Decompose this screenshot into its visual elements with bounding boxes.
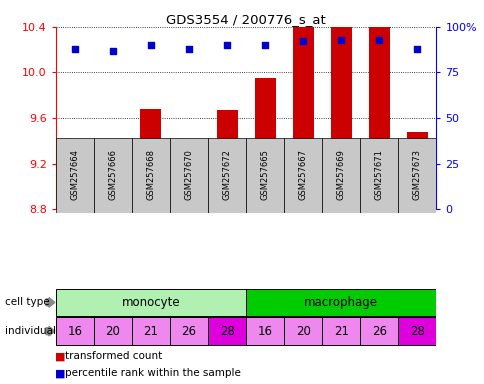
Text: GSM257671: GSM257671 bbox=[374, 149, 383, 200]
Text: 21: 21 bbox=[143, 325, 158, 338]
Bar bbox=[56, 317, 94, 345]
Text: ■: ■ bbox=[55, 351, 66, 361]
Bar bbox=[245, 138, 284, 213]
Bar bbox=[406, 132, 427, 209]
Title: GDS3554 / 200776_s_at: GDS3554 / 200776_s_at bbox=[166, 13, 325, 26]
Bar bbox=[56, 289, 245, 316]
Point bbox=[337, 36, 345, 43]
Bar bbox=[398, 138, 436, 213]
Point bbox=[413, 46, 421, 52]
Bar bbox=[94, 138, 132, 213]
Bar bbox=[132, 138, 170, 213]
Point bbox=[147, 42, 154, 48]
Text: 16: 16 bbox=[67, 325, 82, 338]
Text: 26: 26 bbox=[181, 325, 196, 338]
Bar bbox=[170, 317, 208, 345]
Text: 28: 28 bbox=[219, 325, 234, 338]
Text: macrophage: macrophage bbox=[303, 296, 378, 309]
Text: GSM257668: GSM257668 bbox=[146, 149, 155, 200]
Bar bbox=[208, 317, 245, 345]
Bar bbox=[178, 152, 199, 209]
Bar bbox=[360, 138, 398, 213]
Bar bbox=[170, 138, 208, 213]
Bar bbox=[284, 138, 321, 213]
Text: percentile rank within the sample: percentile rank within the sample bbox=[65, 368, 241, 378]
Text: monocyte: monocyte bbox=[121, 296, 180, 309]
Point bbox=[223, 42, 230, 48]
Bar bbox=[330, 0, 351, 209]
Bar bbox=[94, 317, 132, 345]
Bar bbox=[208, 138, 245, 213]
Bar bbox=[368, 0, 389, 209]
Bar bbox=[64, 152, 85, 209]
Text: cell type: cell type bbox=[5, 297, 49, 308]
Bar bbox=[140, 109, 161, 209]
Text: GSM257666: GSM257666 bbox=[108, 149, 117, 200]
Bar bbox=[292, 21, 313, 209]
Bar bbox=[254, 78, 275, 209]
Point bbox=[71, 46, 78, 52]
Text: ■: ■ bbox=[55, 368, 66, 378]
Bar bbox=[360, 317, 398, 345]
Text: 26: 26 bbox=[371, 325, 386, 338]
Bar bbox=[322, 317, 360, 345]
Bar bbox=[398, 317, 436, 345]
Text: 20: 20 bbox=[295, 325, 310, 338]
Text: GSM257670: GSM257670 bbox=[184, 149, 193, 200]
Text: 20: 20 bbox=[105, 325, 120, 338]
Bar bbox=[245, 289, 436, 316]
Text: GSM257664: GSM257664 bbox=[70, 149, 79, 200]
Bar bbox=[216, 110, 237, 209]
Text: 28: 28 bbox=[409, 325, 424, 338]
Point bbox=[185, 46, 193, 52]
Text: transformed count: transformed count bbox=[65, 351, 163, 361]
Text: 16: 16 bbox=[257, 325, 272, 338]
Bar bbox=[102, 169, 123, 209]
Text: individual: individual bbox=[5, 326, 56, 336]
Point bbox=[109, 48, 117, 54]
Text: GSM257673: GSM257673 bbox=[412, 149, 421, 200]
Text: GSM257667: GSM257667 bbox=[298, 149, 307, 200]
Bar bbox=[245, 317, 284, 345]
Point bbox=[375, 36, 382, 43]
Text: GSM257665: GSM257665 bbox=[260, 149, 269, 200]
Point bbox=[261, 42, 269, 48]
Text: 21: 21 bbox=[333, 325, 348, 338]
Bar bbox=[322, 138, 360, 213]
Bar bbox=[284, 317, 321, 345]
Point bbox=[299, 38, 306, 45]
Text: GSM257672: GSM257672 bbox=[222, 149, 231, 200]
Text: GSM257669: GSM257669 bbox=[336, 149, 345, 200]
Bar bbox=[132, 317, 170, 345]
Bar bbox=[56, 138, 94, 213]
